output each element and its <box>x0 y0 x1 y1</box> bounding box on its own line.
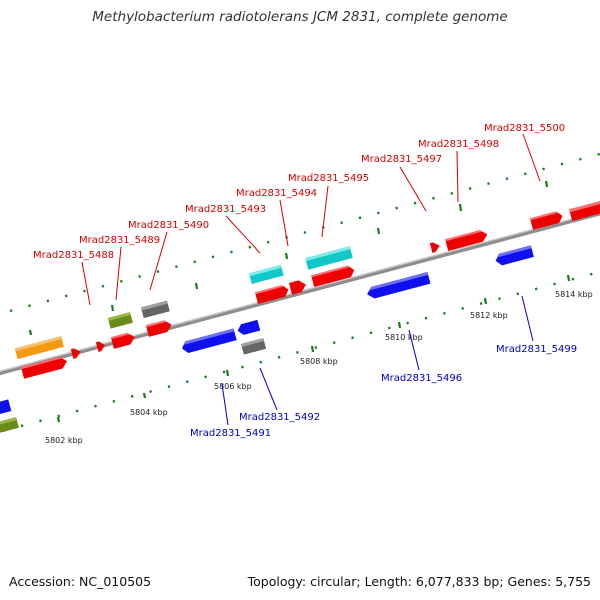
reverse-genes <box>0 245 534 435</box>
gene-label: Mrad2831_5491 <box>190 428 271 439</box>
kbp-label: 5810 kbp <box>385 333 423 342</box>
gene-blue <box>181 328 237 353</box>
forward-leader-lines <box>81 133 541 306</box>
gene-blue <box>237 319 261 335</box>
gene-red <box>70 348 81 359</box>
reverse-leader-lines <box>221 295 534 426</box>
gene-blue <box>495 245 534 266</box>
gene-label: Mrad2831_5488 <box>33 250 114 261</box>
forward-genes <box>14 199 600 379</box>
kbp-scale-labels: 5802 kbp 5804 kbp 5806 kbp 5808 kbp 5810… <box>45 290 593 445</box>
reverse-gene-labels: Mrad2831_5491 Mrad2831_5492 Mrad2831_549… <box>190 344 577 439</box>
gene-red <box>311 265 355 287</box>
gene-label: Mrad2831_5489 <box>79 235 160 246</box>
kbp-label: 5812 kbp <box>470 311 508 320</box>
gene-red <box>445 230 488 251</box>
gene-red <box>288 280 306 295</box>
gene-red <box>569 199 600 221</box>
gene-red <box>529 211 563 230</box>
kbp-label: 5814 kbp <box>555 290 593 299</box>
topology-text: Topology: circular; Length: 6,077,833 bp… <box>247 574 591 589</box>
gene-label: Mrad2831_5494 <box>236 188 317 199</box>
gene-orange <box>14 336 64 360</box>
kbp-label: 5806 kbp <box>214 382 252 391</box>
gene-label: Mrad2831_5490 <box>128 220 209 231</box>
gene-label: Mrad2831_5500 <box>484 123 565 134</box>
gene-label: Mrad2831_5493 <box>185 204 266 215</box>
gene-label: Mrad2831_5498 <box>418 139 499 150</box>
accession-text: Accession: NC_010505 <box>9 574 152 589</box>
gene-label: Mrad2831_5492 <box>239 412 320 423</box>
gene-blue <box>367 271 431 299</box>
kbp-label: 5802 kbp <box>45 436 83 445</box>
reverse-major-ticks <box>56 274 571 423</box>
gene-label: Mrad2831_5499 <box>496 344 577 355</box>
gene-red <box>429 242 440 253</box>
gene-label: Mrad2831_5497 <box>361 154 442 165</box>
page-title: Methylobacterium radiotolerans JCM 2831,… <box>92 9 508 25</box>
gene-cyan <box>248 264 284 284</box>
gene-red <box>20 356 67 379</box>
gene-gray <box>241 338 267 355</box>
gene-label: Mrad2831_5495 <box>288 173 369 184</box>
gene-red <box>95 341 105 352</box>
forward-major-ticks <box>28 180 549 336</box>
gene-green <box>107 312 133 329</box>
kbp-label: 5804 kbp <box>130 408 168 417</box>
gene-red <box>110 332 135 349</box>
gene-label: Mrad2831_5496 <box>381 373 462 384</box>
forward-gene-labels: Mrad2831_5488 Mrad2831_5489 Mrad2831_549… <box>33 123 565 261</box>
gene-gray <box>140 300 170 319</box>
gene-cyan <box>305 246 353 270</box>
gene-red <box>254 285 289 304</box>
kbp-label: 5808 kbp <box>300 357 338 366</box>
gene-blue <box>0 399 12 417</box>
gene-red <box>145 320 172 337</box>
gene-green <box>0 417 19 435</box>
